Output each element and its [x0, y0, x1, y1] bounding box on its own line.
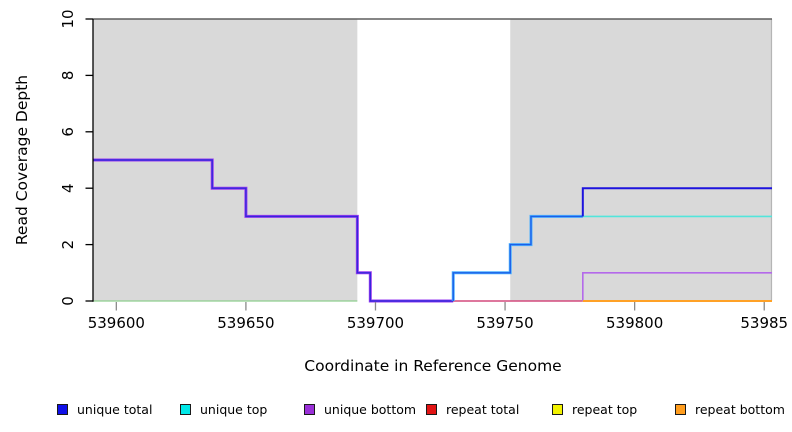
legend-swatch-repeat-bottom — [675, 403, 686, 415]
y-tick-label: 8 — [59, 71, 77, 81]
coverage-plot: 0 2 4 6 8 10 539600 539650 539700 539750 539800 539… — [13, 9, 788, 375]
y-axis-title: Read Coverage Depth — [13, 75, 31, 245]
x-tick-label: 539600 — [88, 314, 145, 332]
legend-item-unique-bottom: unique bottom — [304, 401, 417, 417]
legend-label-unique-total: unique total — [77, 401, 153, 417]
y-tick-label: 0 — [59, 296, 77, 306]
series-lines-layer — [93, 158, 772, 303]
y-tick-label: 2 — [59, 240, 77, 250]
unique-total-left-line — [93, 159, 454, 302]
legend-swatch-unique-bottom — [304, 403, 315, 415]
y-tick-label: 4 — [59, 183, 77, 193]
shaded-regions-layer — [93, 18, 773, 301]
x-tick-label: 539650 — [217, 314, 274, 332]
legend-item-repeat-top: repeat top — [552, 401, 638, 417]
legend-item-repeat-total: repeat total — [426, 401, 520, 417]
legend-label-repeat-bottom: repeat bottom — [695, 401, 785, 417]
shaded-region — [510, 19, 772, 301]
unique-bottom-right-line — [582, 271, 772, 301]
axes-layer: 0 2 4 6 8 10 539600 539650 539700 539750 539800 539… — [59, 9, 788, 332]
legend-label-unique-top: unique top — [200, 401, 268, 417]
legend-swatch-repeat-top — [552, 403, 563, 415]
legend-item-repeat-bottom: repeat bottom — [675, 401, 785, 417]
legend-label-repeat-top: repeat top — [572, 401, 638, 417]
legend-label-unique-bottom: unique bottom — [324, 401, 417, 417]
legend-item-unique-total: unique total — [57, 401, 153, 417]
unique-total-mid-line — [452, 215, 583, 301]
legend-item-unique-top: unique top — [180, 401, 268, 417]
x-tick-label: 539800 — [606, 314, 663, 332]
y-tick-label: 10 — [59, 9, 77, 28]
x-tick-label: 539700 — [347, 314, 404, 332]
y-tick-label: 6 — [59, 127, 77, 137]
legend-swatch-unique-total — [57, 403, 68, 415]
unique-total-right-line — [581, 187, 772, 217]
x-tick-label: 539750 — [476, 314, 533, 332]
x-tick-label: 53985 — [740, 314, 788, 332]
x-axis-title: Coordinate in Reference Genome — [304, 357, 561, 375]
legend-label-repeat-total: repeat total — [446, 401, 520, 417]
legend-swatch-unique-top — [180, 403, 191, 415]
legend-swatch-repeat-total — [426, 403, 437, 415]
